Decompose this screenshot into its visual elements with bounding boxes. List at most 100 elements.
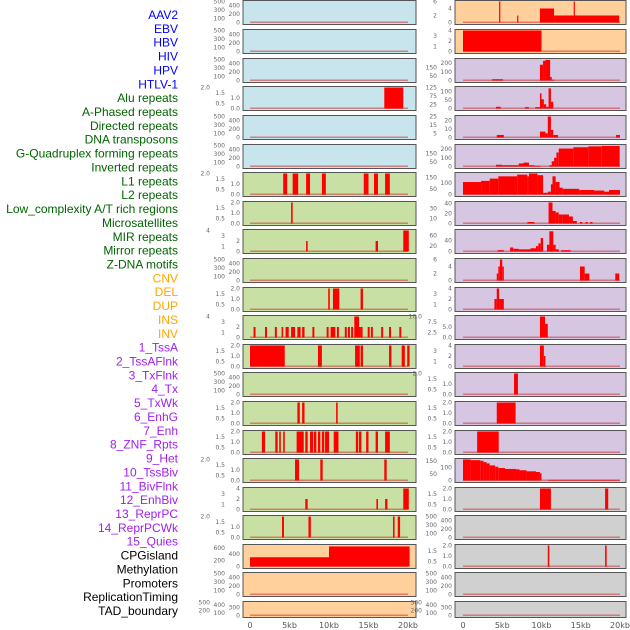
y-tick-label: 200	[199, 607, 211, 614]
y-tick-label: 1.0	[442, 410, 452, 417]
data-bar	[568, 216, 573, 224]
panel-background	[454, 287, 627, 312]
y-tick-label: 0.5	[215, 529, 225, 536]
y-tick-label: 200	[229, 126, 241, 133]
data-bar	[539, 488, 551, 510]
data-bar	[539, 473, 542, 481]
data-bar	[297, 402, 300, 424]
y-tick-label: 600	[214, 545, 226, 552]
data-bar	[295, 459, 299, 481]
y-tick-label: 0.5	[215, 415, 225, 422]
data-bar	[261, 431, 266, 453]
data-bar	[543, 60, 546, 81]
data-bar	[495, 466, 499, 481]
row-label: 7_Enh	[143, 424, 178, 438]
left-panel: 0.0 0.5 1.0 1.5 2.0	[215, 286, 417, 314]
panel-background	[242, 258, 417, 283]
data-bar	[292, 173, 299, 195]
data-bar	[513, 248, 519, 252]
y-tick-label: 1.5	[215, 205, 225, 212]
y-tick-label: 1.0	[230, 181, 240, 188]
data-bar	[375, 241, 378, 252]
left-panel: 0.0 0.5 1.0 1.5 2.0	[215, 400, 417, 428]
y-tick-label: 0	[236, 613, 240, 620]
y-tick-label: 100	[426, 530, 438, 537]
y-tick-label: 0.0	[230, 192, 240, 199]
data-bar	[547, 545, 550, 567]
data-bar	[554, 157, 557, 167]
data-bar	[281, 327, 284, 338]
y-tick-label: 2.0	[412, 371, 422, 378]
panel-background	[242, 115, 417, 140]
y-tick-label: 200	[411, 607, 423, 614]
baseline	[250, 21, 408, 23]
left-panel: 0.0 0.5 1.0 1.5 2.0	[215, 429, 417, 457]
y-tick-label: 0.5	[215, 100, 225, 107]
row-label: MIR repeats	[113, 230, 178, 244]
y-tick-label: 200	[441, 583, 453, 590]
baseline	[250, 593, 408, 595]
data-bar	[366, 431, 369, 453]
row-label: G-Quadruplex forming repeats	[16, 147, 178, 161]
y-tick-label: 400	[229, 147, 241, 154]
right-panel: 0 5 10 15 20 25	[429, 114, 627, 142]
y-tick-label: 2	[448, 296, 452, 303]
data-bar	[551, 79, 555, 81]
y-tick-label: 1	[221, 329, 225, 336]
data-bar	[347, 327, 350, 338]
y-tick-label: 0.5	[215, 186, 225, 193]
left-panel: 0.0 0.5 1.0 1.5 2.0	[200, 85, 417, 113]
y-tick-label: 150	[426, 64, 438, 71]
data-bar	[498, 468, 505, 481]
data-bar	[539, 8, 555, 23]
y-tick-label: 200	[441, 146, 453, 153]
data-bar	[555, 249, 559, 252]
row-label: L2 repeats	[121, 188, 178, 202]
y-tick-label: 0	[448, 307, 452, 314]
data-bar	[543, 104, 547, 109]
right-panel: 0.0 0.5 1.0 1.5 2.0	[427, 400, 627, 428]
data-bar	[551, 161, 555, 167]
data-bar	[549, 231, 554, 252]
row-label: 4_Tx	[151, 382, 178, 396]
row-label: 2_TssAFlnk	[116, 355, 179, 369]
data-bar	[306, 173, 311, 195]
x-tick-label: 15kb	[359, 621, 379, 630]
right-panel: 0.0 2.5 5.0 7.5 10.0	[409, 314, 627, 342]
data-bar	[518, 163, 524, 167]
data-bar	[285, 327, 289, 338]
y-tick-label: 0	[448, 135, 452, 142]
y-tick-label: 6	[433, 0, 437, 6]
y-tick-label: 100	[214, 587, 226, 594]
y-tick-label: 1	[433, 43, 437, 50]
row-label: 1_TssA	[139, 341, 178, 355]
data-bar	[515, 469, 520, 481]
data-bar	[401, 345, 405, 367]
data-bar	[550, 101, 554, 109]
y-tick-label: 1.5	[215, 348, 225, 355]
data-bar	[354, 316, 360, 338]
y-tick-label: 0	[448, 535, 452, 542]
y-tick-label: 2.0	[230, 200, 240, 207]
data-bar	[291, 327, 296, 338]
row-label: Promoters	[123, 576, 178, 590]
data-bar	[392, 516, 395, 538]
data-bar	[281, 516, 284, 538]
y-tick-label: 0.0	[442, 392, 452, 399]
data-bar	[536, 471, 540, 481]
y-tick-label: 100	[214, 610, 226, 617]
row-label: 13_ReprPC	[115, 507, 178, 521]
panel-background	[242, 515, 417, 540]
data-bar	[585, 222, 588, 224]
row-label: Mirror repeats	[103, 244, 178, 258]
y-tick-label: 3	[433, 348, 437, 355]
baseline	[250, 50, 408, 52]
y-tick-label: 50	[429, 159, 437, 166]
data-bar	[332, 288, 340, 310]
data-bar	[336, 402, 338, 424]
